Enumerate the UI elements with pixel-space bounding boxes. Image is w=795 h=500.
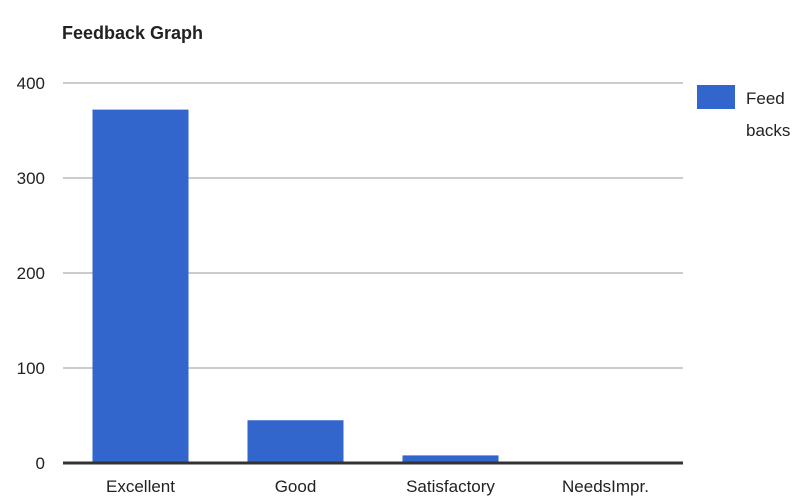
bar-excellent: [92, 109, 189, 463]
y-tick-label: 400: [17, 74, 45, 93]
x-category-label: Good: [275, 477, 317, 496]
legend-label: Feed backs: [746, 89, 790, 140]
legend-swatch: [697, 85, 735, 109]
x-category-label: Satisfactory: [406, 477, 495, 496]
x-axis-category-labels: Excellent Good Satisfactory NeedsImpr.: [106, 477, 649, 496]
y-tick-label: 0: [36, 454, 45, 473]
y-tick-label: 200: [17, 264, 45, 283]
y-tick-label: 100: [17, 359, 45, 378]
x-category-label: NeedsImpr.: [562, 477, 649, 496]
legend-label-line-2: backs: [746, 121, 790, 140]
y-axis-tick-labels: 0 100 200 300 400: [17, 74, 45, 473]
chart-title: Feedback Graph: [62, 23, 203, 43]
legend: Feed backs: [697, 85, 790, 140]
y-tick-label: 300: [17, 169, 45, 188]
bars: [92, 109, 499, 463]
bar-satisfactory: [402, 455, 499, 463]
legend-label-line-1: Feed: [746, 89, 785, 108]
x-category-label: Excellent: [106, 477, 175, 496]
bar-good: [247, 420, 344, 463]
